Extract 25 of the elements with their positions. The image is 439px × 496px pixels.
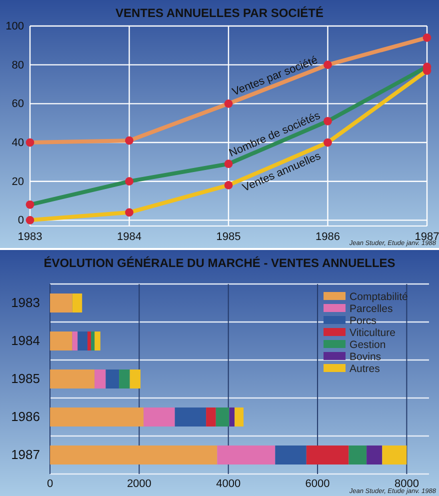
x-tick-label: 1985 bbox=[216, 230, 241, 243]
legend-label: Comptabilité bbox=[350, 291, 408, 303]
y-tick-label: 1983 bbox=[11, 295, 40, 310]
legend-label: Parcelles bbox=[350, 303, 393, 315]
y-tick-label: 1986 bbox=[11, 409, 40, 424]
legend-label: Autres bbox=[350, 363, 380, 375]
y-tick-label: 60 bbox=[12, 98, 24, 110]
x-tick-label: 0 bbox=[46, 478, 54, 490]
y-tick-label: 80 bbox=[12, 59, 24, 72]
legend-label: Viticulture bbox=[350, 327, 396, 339]
y-tick-label: 1984 bbox=[11, 333, 40, 348]
legend-label: Gestion bbox=[350, 339, 386, 351]
y-tick-label: 0 bbox=[18, 214, 24, 227]
y-tick-label: 1985 bbox=[11, 371, 40, 386]
y-tick-label: 1987 bbox=[11, 447, 40, 462]
y-tick-label: 40 bbox=[12, 137, 24, 150]
x-tick-label: 1986 bbox=[316, 230, 340, 243]
x-tick-label: 1984 bbox=[117, 230, 142, 243]
x-tick-label: 2000 bbox=[126, 478, 152, 490]
x-tick-label: 4000 bbox=[216, 478, 241, 490]
x-tick-label: 6000 bbox=[305, 478, 330, 490]
y-tick-label: 20 bbox=[12, 176, 24, 188]
chart-title: VENTES ANNUELLES PAR SOCIÉTÉ bbox=[115, 6, 324, 20]
y-tick-label: 100 bbox=[6, 20, 24, 33]
chart-title: ÉVOLUTION GÉNÉRALE DU MARCHÉ - VENTES ANNUELLES bbox=[44, 256, 396, 270]
